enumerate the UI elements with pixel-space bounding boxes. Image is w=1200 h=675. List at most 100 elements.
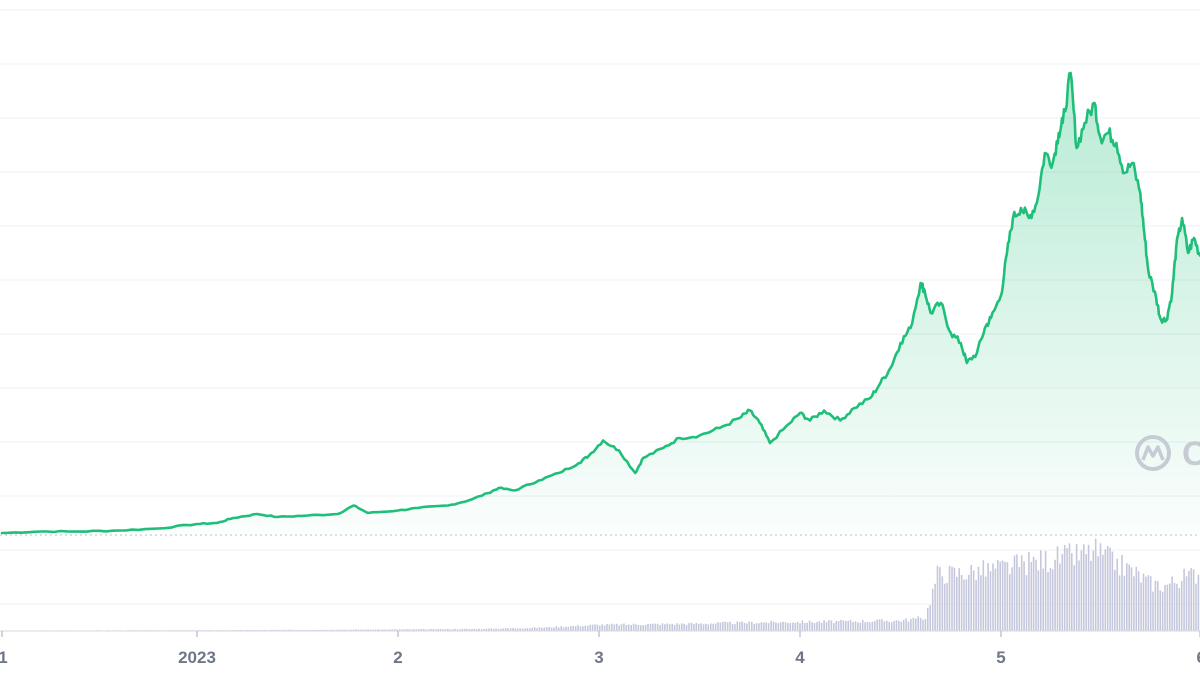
volume-bar (902, 619, 905, 631)
volume-bar (953, 567, 956, 631)
volume-bar (912, 617, 915, 631)
volume-bar (297, 629, 300, 631)
volume-bar (1080, 550, 1083, 631)
volume-bar (1032, 556, 1035, 631)
volume-bar (1142, 573, 1145, 631)
volume-bar (787, 623, 789, 631)
volume-bar (555, 626, 558, 631)
volume-bar (999, 561, 1001, 631)
volume-bar (707, 624, 710, 631)
volume-bar (1009, 574, 1011, 631)
volume-bar (1109, 547, 1111, 631)
volume-bar (1135, 566, 1138, 631)
volume-bar (712, 623, 714, 631)
volume-bar (271, 629, 273, 631)
volume-bar (710, 623, 712, 631)
x-tick-label: 4 (795, 648, 805, 667)
volume-bar (878, 619, 881, 631)
volume-bar (895, 620, 898, 631)
volume-bar (432, 629, 435, 631)
volume-bar (570, 626, 572, 631)
volume-bar (852, 622, 854, 631)
volume-bar (384, 629, 386, 631)
volume-bar (324, 629, 326, 631)
volume-bar (1123, 575, 1126, 631)
volume-bar (1004, 561, 1006, 631)
volume-bar (907, 621, 910, 631)
volume-bar (1104, 549, 1107, 631)
volume-bar (1090, 560, 1092, 631)
volume-bar (454, 628, 456, 631)
volume-bar (1140, 582, 1142, 631)
volume-bar (864, 622, 866, 631)
volume-bar (1169, 583, 1171, 631)
volume-bar (888, 621, 890, 631)
volume-bar (408, 629, 411, 631)
volume-bar (678, 624, 681, 631)
volume-bar (965, 579, 968, 631)
volume-bar (688, 623, 690, 631)
volume-bar (596, 624, 599, 631)
volume-bar (946, 582, 948, 631)
volume-bar (869, 622, 871, 631)
volume-bar (473, 628, 476, 631)
x-tick-label: 1 (0, 648, 8, 667)
volume-bar (280, 629, 283, 631)
volume-bar (1195, 583, 1197, 631)
volume-bar (980, 575, 982, 631)
volume-bar (1164, 584, 1166, 631)
volume-bar (1047, 572, 1049, 631)
volume-bar (987, 563, 989, 631)
volume-bar (1030, 562, 1033, 631)
volume-bar (1171, 576, 1173, 631)
volume-bar (529, 628, 531, 631)
volume-bar (331, 629, 333, 631)
volume-bar (1178, 588, 1181, 631)
volume-bar (319, 629, 321, 631)
volume-bar (1085, 554, 1087, 631)
x-tick-label: 5 (996, 648, 1005, 667)
volume-bar (644, 624, 647, 631)
volume-bar (697, 623, 700, 631)
volume-bar (1044, 551, 1047, 631)
volume-bar (1054, 559, 1056, 631)
volume-bar (1020, 555, 1023, 631)
volume-bar (343, 629, 345, 631)
volume-bar (1176, 583, 1178, 631)
volume-bar (355, 629, 357, 631)
volume-bar (1099, 543, 1102, 631)
volume-bar (541, 627, 543, 631)
volume-bar (507, 628, 509, 631)
volume-bar (989, 571, 992, 631)
volume-bar (524, 628, 526, 631)
volume-bar (898, 620, 900, 631)
volume-bar (386, 629, 389, 631)
volume-bar (362, 629, 365, 631)
volume-bar (1161, 591, 1164, 631)
volume-bar (1049, 567, 1052, 631)
volume-bar (775, 622, 777, 631)
volume-bar (936, 565, 939, 631)
volume-bar (924, 619, 927, 631)
volume-bar (975, 580, 977, 631)
volume-bar (738, 622, 741, 631)
volume-bar (490, 628, 493, 631)
volume-bar (447, 628, 449, 631)
volume-bar (1025, 575, 1028, 631)
watermark-icon-m (1141, 445, 1165, 461)
volume-bar (603, 625, 606, 631)
volume-bar (606, 623, 608, 631)
volume-bar (1130, 567, 1133, 631)
volume-bar (1037, 570, 1040, 631)
volume-bar (348, 629, 350, 631)
volume-bar (683, 623, 685, 631)
volume-bar (442, 629, 444, 631)
volume-bar (514, 628, 517, 631)
volume-bar (982, 560, 985, 631)
x-tick-label: 2 (393, 648, 402, 667)
volume-bar (1147, 575, 1150, 631)
volume-bar (647, 624, 649, 631)
volume-bar (685, 624, 688, 631)
